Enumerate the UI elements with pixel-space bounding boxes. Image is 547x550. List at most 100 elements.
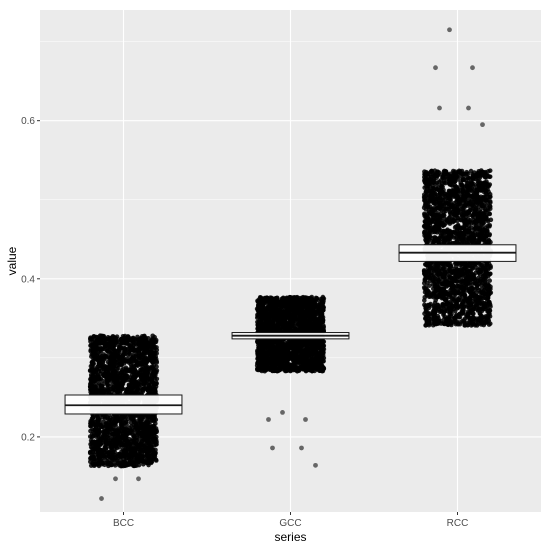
jitter-point	[136, 344, 141, 349]
jitter-point	[284, 355, 289, 361]
jitter-point	[134, 433, 140, 438]
jitter-point	[93, 370, 98, 376]
jitter-point	[99, 339, 105, 345]
jitter-point	[127, 446, 133, 452]
jitter-point	[100, 433, 106, 439]
jitter-point	[148, 447, 154, 452]
jitter-point	[139, 351, 145, 357]
jitter-point	[119, 452, 125, 457]
jitter-point	[131, 438, 136, 444]
jitter-point	[309, 312, 315, 318]
jitter-point	[272, 355, 277, 361]
jitter-point	[108, 445, 114, 450]
jitter-point	[109, 382, 115, 388]
jitter-point	[279, 301, 285, 307]
jitter-point	[116, 381, 122, 387]
jitter-point	[95, 415, 101, 421]
jitter-point	[288, 340, 294, 345]
jitter-point	[109, 421, 115, 427]
jitter-point	[96, 426, 102, 431]
jitter-point	[102, 357, 107, 362]
jitter-point	[295, 353, 300, 358]
jitter-point	[321, 298, 326, 304]
jitter-point	[138, 422, 143, 427]
jitter-point	[271, 367, 277, 373]
jitter-point	[262, 350, 268, 356]
jitter-point	[255, 339, 261, 344]
jitter-point	[255, 308, 261, 314]
jitter-point	[100, 419, 106, 425]
jitter-point	[94, 340, 100, 345]
jitter-point	[114, 367, 120, 372]
jitter-point	[286, 322, 291, 328]
jitter-point	[93, 356, 98, 362]
jitter-point	[96, 434, 101, 440]
jitter-point	[278, 349, 283, 355]
jitter-point	[150, 333, 156, 339]
jitter-point	[148, 352, 153, 357]
jitter-point	[120, 371, 125, 377]
jitter-point	[151, 418, 157, 424]
jitter-point	[299, 296, 305, 302]
jitter-point	[102, 381, 107, 387]
jitter-point	[154, 429, 159, 435]
jitter-point	[90, 360, 96, 366]
jitter-point	[145, 368, 151, 374]
jitter-point	[123, 426, 129, 432]
jitter-point	[122, 348, 128, 354]
jitter-point	[127, 459, 133, 464]
jitter-point	[318, 343, 323, 349]
jitter-point	[89, 422, 95, 428]
jitter-point	[153, 389, 158, 395]
jitter-point	[134, 463, 139, 468]
jitter-point	[291, 348, 297, 354]
jitter-point	[112, 338, 117, 344]
jitter-point	[117, 419, 123, 424]
jitter-point	[321, 324, 327, 330]
jitter-point	[110, 366, 116, 371]
jitter-point	[125, 374, 130, 380]
jitter-point	[131, 422, 136, 428]
jitter-point	[91, 339, 96, 345]
jitter-point	[136, 378, 142, 384]
jitter-point	[108, 387, 113, 392]
jitter-point	[98, 388, 103, 393]
jitter-point	[129, 429, 134, 435]
jitter-point	[291, 343, 297, 349]
jitter-point	[110, 428, 115, 433]
jitter-point	[123, 431, 129, 436]
jitter-point	[286, 351, 292, 357]
jitter-point	[268, 338, 273, 344]
jitter-point	[105, 342, 111, 348]
jitter-point	[308, 360, 314, 365]
jitter-point	[102, 462, 107, 468]
jitter-point	[145, 414, 151, 419]
jitter-point	[274, 359, 279, 365]
jitter-point	[269, 319, 275, 325]
jitter-point	[137, 453, 143, 458]
jitter-point	[320, 305, 326, 311]
jitter-point	[288, 368, 293, 373]
jitter-point	[298, 339, 303, 344]
jitter-point	[129, 379, 134, 384]
jitter-point	[291, 306, 297, 312]
jitter-point	[154, 345, 159, 350]
jitter-point	[292, 367, 298, 373]
jitter-point	[312, 309, 317, 314]
jitter-point	[141, 343, 146, 349]
jitter-point	[282, 324, 287, 330]
jitter-point	[133, 385, 138, 390]
jitter-point	[152, 437, 157, 443]
jitter-point	[90, 427, 95, 432]
jitter-point	[97, 429, 103, 435]
jitter-point	[271, 351, 277, 356]
jitter-point	[142, 443, 148, 448]
jitter-point	[126, 350, 132, 355]
jitter-point	[264, 342, 270, 347]
jitter-point	[120, 463, 126, 469]
jitter-point	[257, 302, 263, 307]
jitter-point	[128, 357, 134, 363]
jitter-point	[132, 389, 137, 395]
jitter-point	[120, 423, 126, 429]
